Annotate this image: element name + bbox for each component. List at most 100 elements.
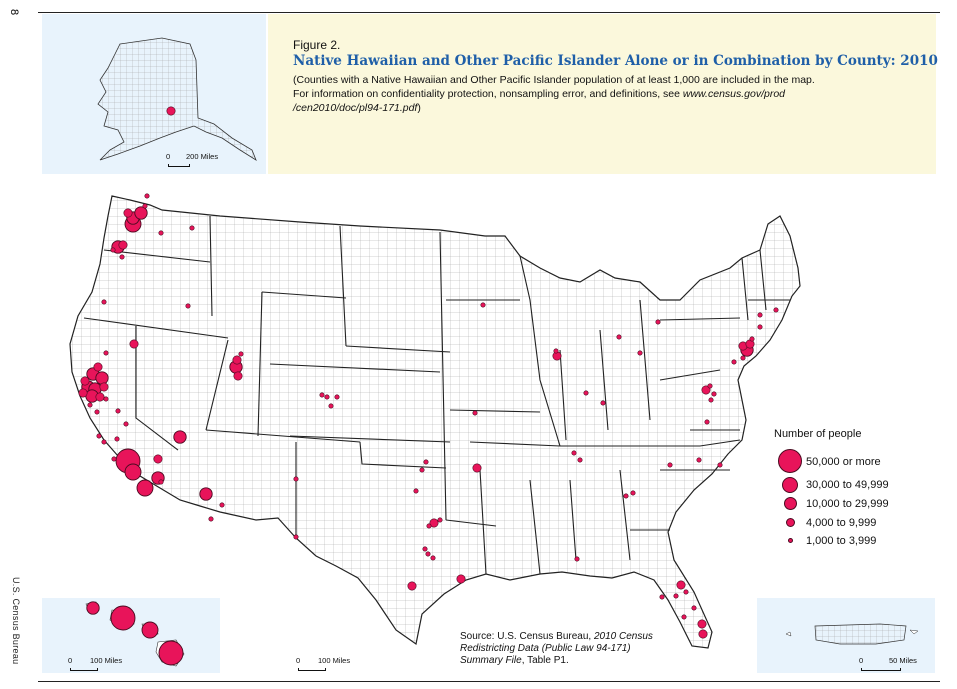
county-symbol-class-1 <box>691 605 697 611</box>
county-symbol-class-1 <box>757 324 763 330</box>
hawaii-scale-label: 100 Miles <box>90 656 123 665</box>
county-symbol-class-1 <box>757 312 763 318</box>
county-symbol-class-1 <box>704 419 710 425</box>
county-symbol-class-2 <box>698 629 708 639</box>
county-symbol-class-2 <box>233 371 243 381</box>
county-symbol-class-3 <box>95 371 109 385</box>
county-symbol-class-1 <box>115 408 121 414</box>
county-symbol-class-2 <box>697 619 707 629</box>
county-symbol-class-2 <box>232 355 242 365</box>
county-symbol-class-1 <box>103 350 109 356</box>
county-symbol-class-2 <box>472 463 482 473</box>
subtitle-line-1: (Counties with a Native Hawaiian and Oth… <box>293 74 815 86</box>
legend-row-30000-49999: 30,000 to 49,999 <box>774 476 924 500</box>
county-symbol-class-5 <box>158 640 184 666</box>
county-symbol-class-2 <box>93 362 103 372</box>
county-symbol-class-2 <box>129 339 139 349</box>
legend-symbol-class-1 <box>788 538 793 543</box>
conus-shape <box>69 195 801 649</box>
hawaii-scale-bar: 0 100 Miles <box>68 656 130 676</box>
source-suffix: , Table P1. <box>521 655 569 666</box>
county-symbol-class-1 <box>185 303 191 309</box>
county-symbol-class-1 <box>480 302 486 308</box>
county-symbol-class-1 <box>334 394 340 400</box>
frame-top-rule <box>38 12 940 13</box>
population-symbols <box>78 106 779 666</box>
county-symbol-class-1 <box>583 390 589 396</box>
puerto-rico-scale-line <box>861 668 901 671</box>
map-subtitle: (Counties with a Native Hawaiian and Oth… <box>293 73 923 115</box>
county-symbol-class-4 <box>136 479 154 497</box>
county-symbol-class-3 <box>134 206 148 220</box>
county-symbol-class-1 <box>101 299 107 305</box>
county-symbol-class-1 <box>600 400 606 406</box>
county-symbol-class-5 <box>110 605 136 631</box>
county-symbol-class-2 <box>166 106 176 116</box>
puerto-rico-scale-label: 50 Miles <box>889 656 917 665</box>
county-symbol-class-1 <box>413 488 419 494</box>
figure-label: Figure 2. <box>293 38 341 52</box>
source-prefix: Source: U.S. Census Bureau, <box>460 631 594 642</box>
county-symbol-class-1 <box>328 403 334 409</box>
county-symbol-class-1 <box>111 456 117 462</box>
county-symbol-class-1 <box>293 534 299 540</box>
legend-row-4000-9999: 4,000 to 9,999 <box>774 516 924 540</box>
county-symbol-class-1 <box>667 462 673 468</box>
county-symbol-class-1 <box>238 351 244 357</box>
county-symbol-class-2 <box>676 580 686 590</box>
legend-label-class-2: 4,000 to 9,999 <box>806 517 877 529</box>
hawaii-scale-zero: 0 <box>68 656 73 665</box>
county-symbol-class-1 <box>731 359 737 365</box>
county-symbol-class-1 <box>749 336 755 342</box>
legend-symbol-class-3 <box>784 497 797 510</box>
county-symbol-class-3 <box>173 430 187 444</box>
county-symbol-class-1 <box>158 230 164 236</box>
county-symbol-class-1 <box>422 546 428 552</box>
county-symbol-class-1 <box>426 523 432 529</box>
legend-row-50000-plus: 50,000 or more <box>774 448 924 473</box>
county-symbol-class-4 <box>124 463 142 481</box>
legend-row-10000-29999: 10,000 to 29,999 <box>774 496 924 520</box>
county-symbol-class-1 <box>142 203 148 209</box>
county-symbol-class-1 <box>673 593 679 599</box>
county-symbol-class-1 <box>616 334 622 340</box>
county-symbol-class-2 <box>99 382 109 392</box>
county-symbol-class-1 <box>637 350 643 356</box>
conus-scale-zero: 0 <box>296 656 301 665</box>
legend-symbol-class-5 <box>778 449 802 473</box>
county-symbol-class-1 <box>773 307 779 313</box>
county-symbol-class-1 <box>574 556 580 562</box>
county-symbol-class-2 <box>95 392 105 402</box>
map-title: Native Hawaiian and Other Pacific Island… <box>293 53 938 69</box>
county-symbol-class-1 <box>144 193 150 199</box>
frame-bottom-rule <box>38 681 940 682</box>
county-symbol-class-1 <box>423 459 429 465</box>
puerto-rico-scale-bar: 0 50 Miles <box>859 656 923 676</box>
conus-scale-line <box>298 668 326 671</box>
source-line-3: Summary File, Table P1. <box>460 655 700 667</box>
source-title-1: 2010 Census <box>593 631 653 642</box>
county-symbol-class-1 <box>219 502 225 508</box>
county-symbol-class-1 <box>94 409 100 415</box>
county-symbol-class-1 <box>655 319 661 325</box>
legend-title: Number of people <box>774 428 862 440</box>
county-symbol-class-1 <box>103 396 109 402</box>
county-symbol-class-1 <box>425 551 431 557</box>
source-line-1: Source: U.S. Census Bureau, 2010 Census <box>460 631 700 643</box>
legend-label-class-5: 50,000 or more <box>806 456 881 468</box>
county-symbol-class-1 <box>708 397 714 403</box>
conus-scale-bar: 0 100 Miles <box>296 656 358 676</box>
county-symbol-class-1 <box>571 450 577 456</box>
subtitle-url-b: /cen2010/doc/pl94-171.pdf <box>293 102 418 114</box>
county-symbol-class-1 <box>101 439 107 445</box>
source-note: Source: U.S. Census Bureau, 2010 Census … <box>460 631 700 667</box>
legend-symbol-class-4 <box>782 477 798 493</box>
legend-label-class-1: 1,000 to 3,999 <box>806 535 877 547</box>
hawaii-scale-line <box>70 668 98 671</box>
county-symbol-class-1 <box>430 555 436 561</box>
county-symbol-class-1 <box>158 479 164 485</box>
legend-symbol-class-2 <box>786 518 795 527</box>
alaska-scale-label: 200 Miles <box>186 152 219 161</box>
county-symbol-class-2 <box>80 376 90 386</box>
